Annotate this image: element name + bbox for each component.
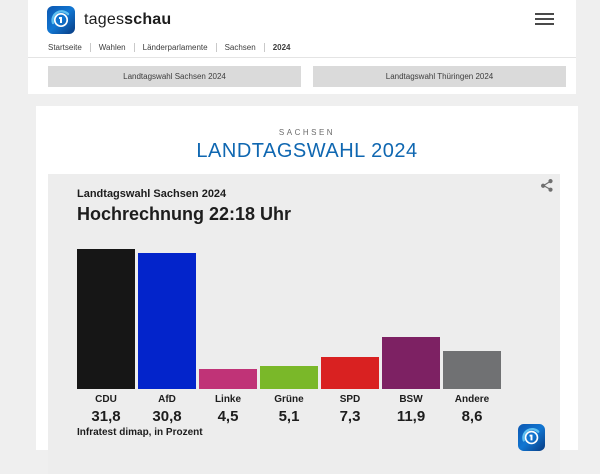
- region-kicker: SACHSEN: [278, 128, 336, 137]
- party-label: BSW: [399, 393, 423, 405]
- party-value: 8,6: [461, 407, 483, 425]
- bar-columns: CDU 31,8 AfD 30,8 Linke 4,5 Grüne 5,1 SPD 7,3 BSW 1…: [77, 249, 501, 425]
- header: tagesschau Startseite Wahlen Länderparlame…: [28, 0, 576, 94]
- breadcrumb-separator: [215, 43, 217, 52]
- tab-thueringen[interactable]: Landtagswahl Thüringen 2024: [313, 66, 566, 87]
- breadcrumb-item-startseite[interactable]: Startseite: [48, 43, 82, 52]
- party-label: Grüne: [274, 393, 304, 405]
- party-value: 5,1: [278, 407, 300, 425]
- breadcrumb-item-sachsen[interactable]: Sachsen: [224, 43, 256, 52]
- bar-linke: [199, 369, 257, 389]
- election-tabs: Landtagswahl Sachsen 2024 Landtagswahl Th…: [48, 66, 566, 87]
- bar-spd: [321, 356, 379, 389]
- bar-column-cdu: CDU 31,8: [77, 249, 135, 425]
- header-divider: [28, 57, 576, 58]
- bar-bsw: [382, 336, 440, 389]
- brand-wordmark[interactable]: tagesschau: [84, 11, 172, 28]
- tagesschau-watermark-icon: [518, 424, 545, 451]
- party-value: 4,5: [217, 407, 239, 425]
- chart-title: Landtagswahl Sachsen 2024: [77, 188, 227, 200]
- breadcrumb-separator: [89, 43, 91, 52]
- bar-column-spd: SPD 7,3: [321, 356, 379, 425]
- bar-grüne: [260, 366, 318, 389]
- tagesschau-logo-icon[interactable]: [47, 6, 75, 34]
- breadcrumb-separator: [133, 43, 135, 52]
- bar-column-bsw: BSW 11,9: [382, 336, 440, 425]
- party-label: Linke: [214, 393, 242, 405]
- chart-subtitle: Hochrechnung 22:18 Uhr: [77, 204, 292, 224]
- page-title: LANDTAGSWAHL 2024: [196, 140, 418, 162]
- party-value: 7,3: [339, 407, 361, 425]
- tab-sachsen[interactable]: Landtagswahl Sachsen 2024: [48, 66, 301, 87]
- breadcrumb: Startseite Wahlen Länderparlamente Sachsen 2…: [48, 43, 291, 52]
- party-label: Andere: [454, 393, 490, 405]
- bar-column-andere: Andere 8,6: [443, 351, 501, 425]
- chart-source: Infratest dimap, in Prozent: [77, 427, 203, 438]
- party-label: SPD: [339, 393, 361, 405]
- party-value: 11,9: [396, 407, 426, 425]
- share-icon[interactable]: [540, 178, 554, 192]
- results-chart-card: Landtagswahl Sachsen 2024 Hochrechnung 2…: [48, 174, 560, 474]
- breadcrumb-item-wahlen[interactable]: Wahlen: [98, 43, 126, 52]
- breadcrumb-item-2024[interactable]: 2024: [272, 43, 291, 52]
- hamburger-menu-icon[interactable]: [535, 13, 554, 26]
- bar-afd: [138, 253, 196, 389]
- bar-cdu: [77, 249, 135, 389]
- main-content: SACHSEN LANDTAGSWAHL 2024 Landtagswahl S…: [36, 106, 578, 474]
- breadcrumb-item-länderparlamente[interactable]: Länderparlamente: [142, 43, 208, 52]
- breadcrumb-separator: [263, 43, 265, 52]
- party-label: CDU: [95, 393, 117, 405]
- party-value: 31,8: [91, 407, 121, 425]
- party-label: AfD: [158, 393, 176, 405]
- bar-column-afd: AfD 30,8: [138, 253, 196, 425]
- party-value: 30,8: [152, 407, 182, 425]
- bar-andere: [443, 351, 501, 389]
- bar-column-grüne: Grüne 5,1: [260, 366, 318, 425]
- bar-column-linke: Linke 4,5: [199, 369, 257, 425]
